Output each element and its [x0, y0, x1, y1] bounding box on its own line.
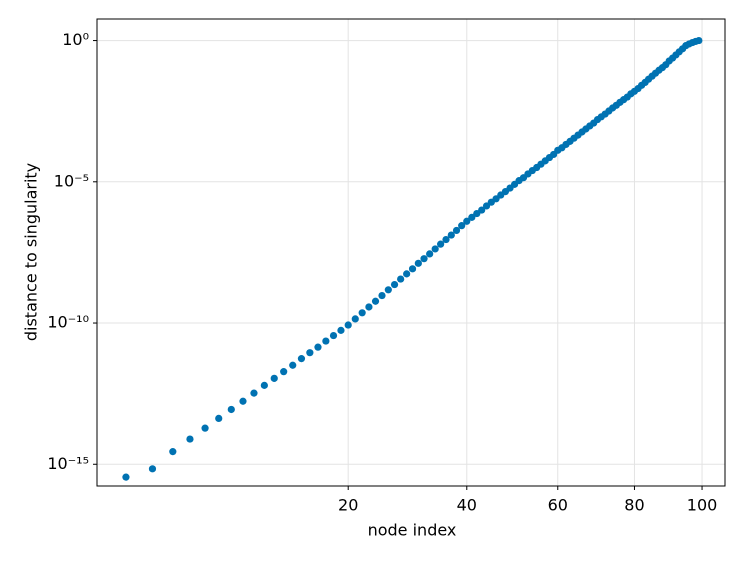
- point: [169, 448, 177, 456]
- point: [122, 473, 130, 481]
- point: [397, 275, 405, 283]
- point: [337, 326, 345, 334]
- point: [351, 315, 359, 323]
- x-tick-label: 60: [548, 496, 568, 515]
- point: [463, 217, 471, 225]
- point: [358, 309, 366, 317]
- point: [186, 435, 194, 443]
- x-tick-label: 80: [624, 496, 644, 515]
- point: [403, 270, 411, 278]
- point: [426, 250, 434, 258]
- point: [270, 374, 278, 382]
- point: [215, 414, 223, 423]
- point: [280, 368, 288, 376]
- point: [239, 397, 247, 405]
- point: [378, 291, 386, 300]
- y-tick-label: 10⁻¹⁰: [47, 313, 89, 332]
- point: [297, 355, 306, 363]
- point: [306, 349, 314, 357]
- x-axis-label: node index: [368, 521, 457, 540]
- point: [437, 240, 445, 248]
- point: [322, 337, 330, 345]
- point: [384, 286, 392, 294]
- point: [452, 226, 461, 235]
- point: [408, 265, 417, 273]
- point: [329, 331, 338, 340]
- y-tick-label: 10⁻¹⁵: [47, 454, 89, 473]
- point: [371, 297, 380, 305]
- point: [478, 206, 486, 214]
- point: [344, 321, 352, 329]
- y-axis-label: distance to singularity: [22, 163, 41, 341]
- point: [314, 343, 322, 351]
- plot-frame: [96, 18, 726, 487]
- x-tick-label: 40: [457, 496, 477, 515]
- x-tick-label: 20: [338, 496, 358, 515]
- point: [431, 245, 439, 253]
- point: [148, 465, 157, 473]
- point: [458, 222, 466, 230]
- point: [289, 361, 297, 369]
- point: [390, 280, 399, 289]
- point: [695, 36, 703, 45]
- point: [250, 389, 258, 397]
- point: [260, 381, 268, 389]
- y-tick-label: 10⁻⁵: [54, 171, 89, 190]
- point: [442, 235, 450, 244]
- point: [414, 259, 422, 267]
- point: [365, 303, 373, 311]
- x-tick-label: 100: [687, 496, 718, 515]
- point: [447, 231, 455, 239]
- point: [420, 255, 428, 263]
- point: [468, 213, 476, 221]
- point: [201, 424, 209, 432]
- point: [227, 405, 235, 414]
- y-tick-label: 10⁰: [62, 30, 89, 49]
